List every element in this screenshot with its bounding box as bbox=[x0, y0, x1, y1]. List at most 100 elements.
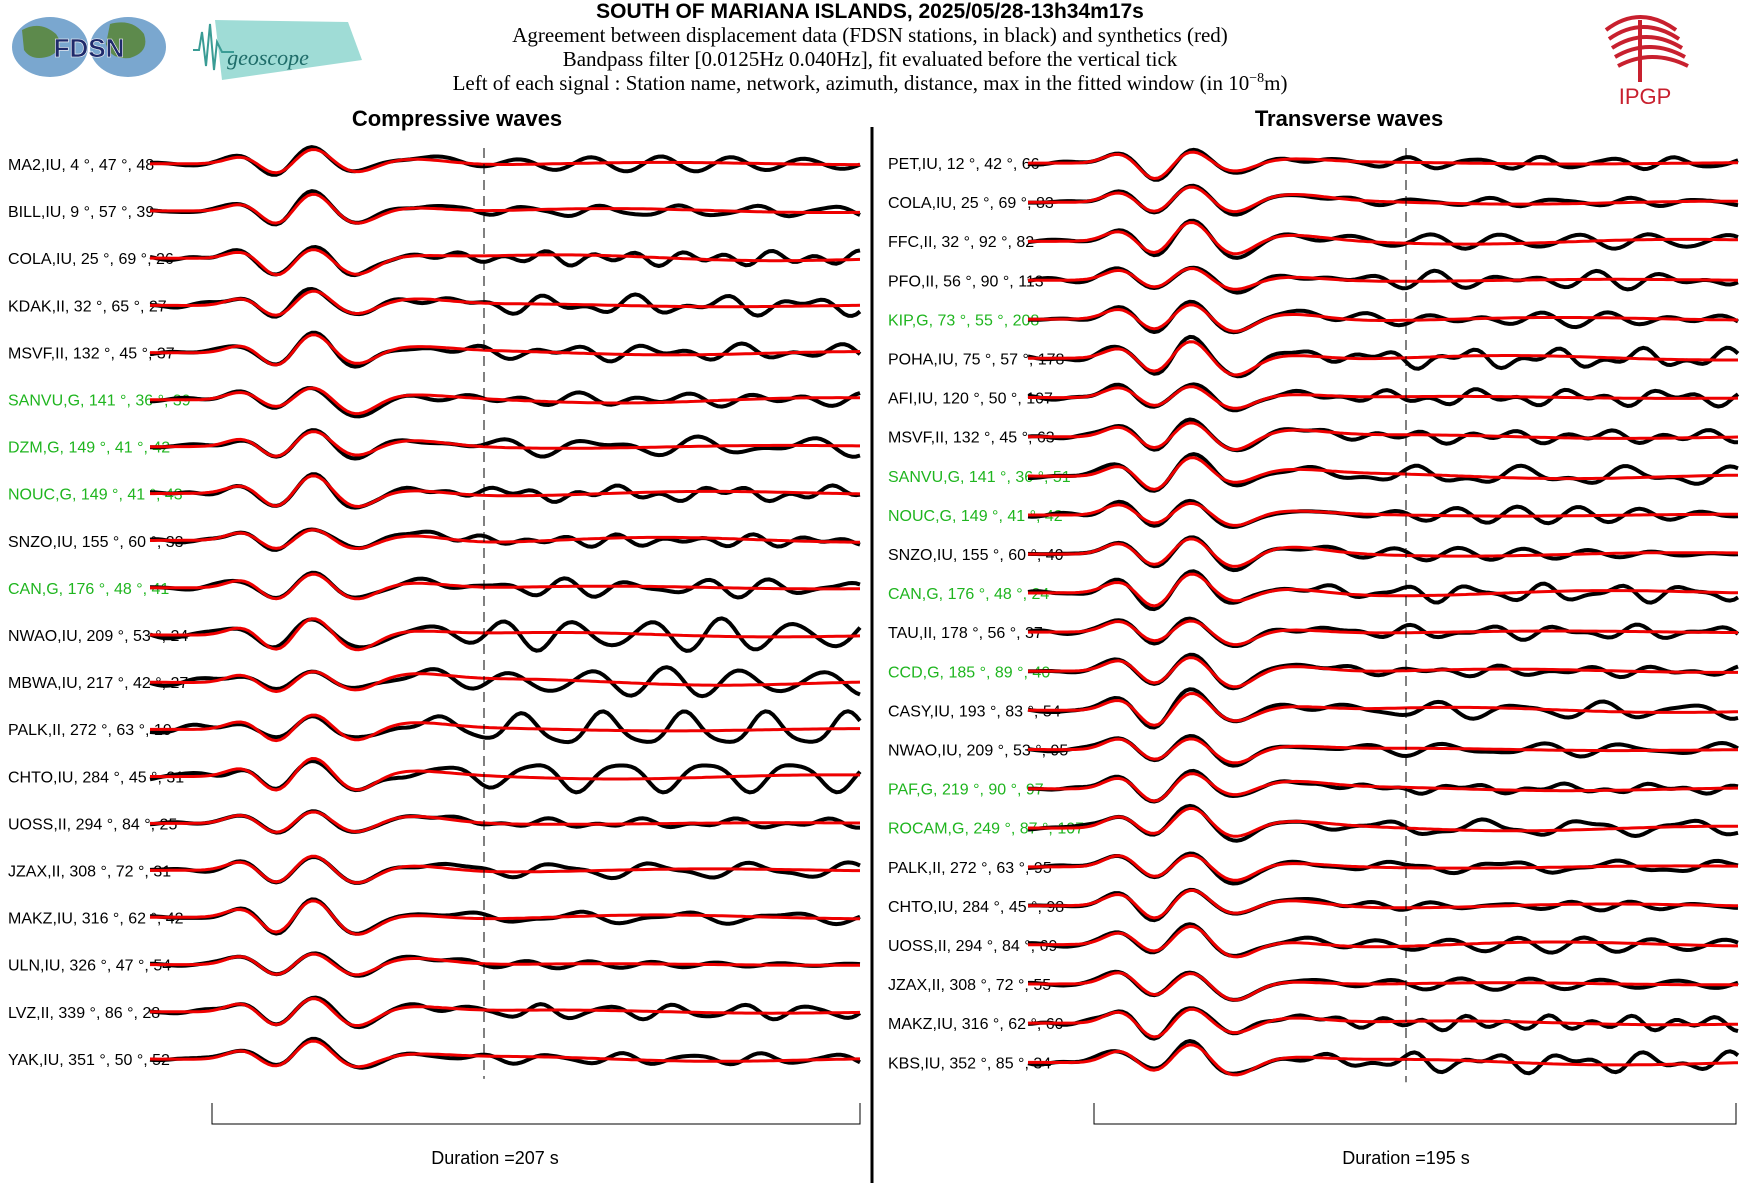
trace-row: CHTO,IU, 284 °, 45 °, 98 bbox=[888, 887, 1739, 923]
station-label: KIP,G, 73 °, 55 °, 208 bbox=[888, 312, 1039, 329]
station-name: KDAK,II, bbox=[8, 298, 74, 315]
station-distance: 83 bbox=[1005, 703, 1023, 720]
station-label: CHTO,IU, 284 °, 45 °, 98 bbox=[888, 899, 1064, 916]
station-name: MAKZ,IU, bbox=[8, 911, 82, 928]
station-name: CHTO,IU, bbox=[8, 769, 82, 786]
station-azimuth: 284 bbox=[962, 899, 989, 916]
panel-compressive: MA2,IU, 4 °, 47 °, 48 BILL,IU, 9 °, 57 °,… bbox=[8, 145, 862, 1125]
station-label: KDAK,II, 32 °, 65 °, 27 bbox=[8, 298, 167, 315]
station-name: SANVU,G, bbox=[888, 469, 969, 486]
degree-sep: °, bbox=[99, 251, 119, 268]
station-name: CCD,G, bbox=[888, 664, 948, 681]
station-azimuth: 149 bbox=[961, 508, 988, 525]
trace-row: MSVF,II, 132 °, 45 °, 63 bbox=[888, 417, 1739, 453]
trace-row: KIP,G, 73 °, 55 °, 208 bbox=[888, 299, 1739, 335]
degree-sep: °, bbox=[988, 508, 1008, 525]
synthetic-trace bbox=[150, 810, 860, 834]
station-label: MSVF,II, 132 °, 45 °, 63 bbox=[888, 430, 1055, 447]
station-name: MSVF,II, bbox=[8, 345, 73, 362]
synthetic-trace bbox=[149, 997, 861, 1027]
degree-sep: °, bbox=[92, 298, 112, 315]
synthetic-trace bbox=[1028, 737, 1738, 765]
degree-sep: °, bbox=[993, 312, 1013, 329]
trace-row: CAN,G, 176 °, 48 °, 24 bbox=[888, 569, 1740, 612]
station-distance: 36 bbox=[1015, 469, 1033, 486]
degree-sep: °, bbox=[136, 251, 156, 268]
synthetic-trace bbox=[150, 192, 860, 225]
station-distance: 72 bbox=[996, 977, 1014, 994]
station-azimuth: 209 bbox=[967, 743, 994, 760]
station-distance: 90 bbox=[981, 273, 999, 290]
station-name: TAU,II, bbox=[888, 625, 941, 642]
degree-sep: °, bbox=[79, 204, 99, 221]
synthetic-trace bbox=[1028, 303, 1739, 333]
station-azimuth: 120 bbox=[942, 391, 969, 408]
station-distance: 45 bbox=[999, 430, 1017, 447]
station-name: PALK,II, bbox=[8, 722, 70, 739]
synthetic-trace bbox=[150, 899, 860, 936]
trace-row: FFC,II, 32 °, 92 °, 82 bbox=[888, 218, 1739, 260]
degree-sep: °, bbox=[117, 204, 137, 221]
synthetic-trace bbox=[1028, 619, 1739, 647]
fdsn-land-2 bbox=[106, 22, 146, 59]
synthetic-trace bbox=[150, 617, 861, 652]
degree-sep: °, bbox=[1016, 195, 1036, 212]
degree-sep: °, bbox=[969, 391, 989, 408]
duration-label-transverse: Duration =195 s bbox=[1342, 1148, 1470, 1168]
trace-row: PAF,G, 219 °, 90 °, 97 bbox=[888, 768, 1739, 804]
station-label: UOSS,II, 294 °, 84 °, 69 bbox=[888, 938, 1057, 955]
station-azimuth: 272 bbox=[70, 722, 97, 739]
degree-sep: °, bbox=[1014, 860, 1034, 877]
station-distance: 41 bbox=[127, 487, 145, 504]
station-max: 31 bbox=[153, 864, 171, 881]
station-name: LVZ,II, bbox=[8, 1005, 58, 1022]
degree-sep: °, bbox=[96, 958, 116, 975]
station-distance: 69 bbox=[998, 195, 1016, 212]
fdsn-land-1 bbox=[22, 25, 60, 58]
synthetic-trace bbox=[150, 757, 860, 792]
degree-sep: °, bbox=[976, 977, 996, 994]
degree-sep: °, bbox=[108, 911, 128, 928]
degree-sep: °, bbox=[1006, 782, 1026, 799]
degree-sep: °, bbox=[134, 722, 154, 739]
station-azimuth: 25 bbox=[961, 195, 979, 212]
station-distance: 36 bbox=[135, 393, 153, 410]
station-name: AFI,IU, bbox=[888, 391, 942, 408]
trace-row: DZM,G, 149 °, 41 °, 42 bbox=[8, 428, 861, 461]
panel-transverse: PET,IU, 12 °, 42 °, 66 COLA,IU, 25 °, 69 … bbox=[888, 147, 1740, 1125]
station-azimuth: 217 bbox=[87, 675, 114, 692]
station-distance: 48 bbox=[114, 581, 132, 598]
station-azimuth: 56 bbox=[943, 273, 961, 290]
station-distance: 50 bbox=[115, 1052, 133, 1069]
station-label: MA2,IU, 4 °, 47 °, 48 bbox=[8, 157, 154, 174]
ipgp-arc-3 bbox=[1610, 35, 1684, 50]
synthetic-trace bbox=[1028, 888, 1738, 920]
data-trace bbox=[150, 570, 861, 600]
degree-sep: °, bbox=[980, 352, 1000, 369]
station-name: ULN,IU, bbox=[8, 958, 69, 975]
trace-row: MA2,IU, 4 °, 47 °, 48 bbox=[8, 145, 861, 177]
synthetic-trace bbox=[150, 952, 860, 977]
station-azimuth: 75 bbox=[963, 352, 981, 369]
synthetic-trace bbox=[150, 713, 860, 743]
station-name: BILL,IU, bbox=[8, 204, 70, 221]
station-name: PAF,G, bbox=[888, 782, 942, 799]
station-distance: 86 bbox=[105, 1005, 123, 1022]
synthetic-trace bbox=[1028, 656, 1738, 689]
fdsn-logo-text: FDSN bbox=[54, 33, 125, 63]
station-name: NWAO,IU, bbox=[888, 743, 967, 760]
panel-title-transverse: Transverse waves bbox=[1254, 106, 1444, 131]
station-name: PET,IU, bbox=[888, 156, 947, 173]
duration-bracket bbox=[1093, 1103, 1737, 1125]
degree-sep: °, bbox=[1005, 625, 1025, 642]
degree-sep: °, bbox=[989, 899, 1009, 916]
station-label: NWAO,IU, 209 °, 53 °, 24 bbox=[8, 628, 188, 645]
station-azimuth: 32 bbox=[941, 234, 959, 251]
station-name: SNZO,IU, bbox=[8, 534, 82, 551]
data-trace bbox=[1027, 922, 1739, 958]
fdsn-logo: FDSN bbox=[12, 17, 166, 77]
legend-text-suffix: m) bbox=[1264, 71, 1288, 95]
degree-sep: °, bbox=[969, 782, 989, 799]
degree-sep: °, bbox=[1006, 391, 1026, 408]
station-name: NOUC,G, bbox=[888, 508, 961, 525]
